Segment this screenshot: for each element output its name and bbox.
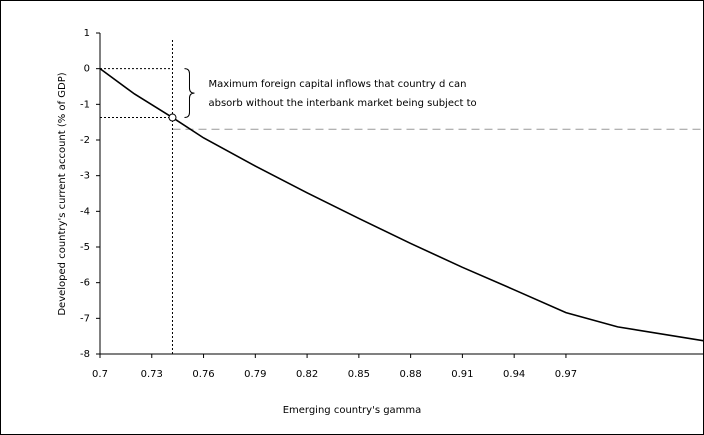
x-tick-label: 0.73 xyxy=(141,369,163,380)
y-tick-label: -8 xyxy=(80,349,90,360)
annotation: Maximum foreign capital inflows that cou… xyxy=(208,79,466,90)
x-tick-label: 0.76 xyxy=(192,369,214,380)
y-axis-label: Developed country's current account (% o… xyxy=(57,72,68,315)
line xyxy=(99,68,704,342)
x-tick-label: 0.79 xyxy=(244,369,266,380)
x-tick-label: 0.91 xyxy=(451,369,473,380)
y-tick-label: 1 xyxy=(84,28,90,39)
x-tick-label: 0.85 xyxy=(348,369,370,380)
x-tick-label: 0.97 xyxy=(555,369,577,380)
x-tick-label: 0.88 xyxy=(399,369,421,380)
y-tick-label: 0 xyxy=(84,64,90,75)
annotation: absorb without the interbank market bein… xyxy=(208,98,476,109)
y-tick-label: -3 xyxy=(80,171,90,182)
y-tick-label: -2 xyxy=(80,135,90,146)
x-tick-label: 0.94 xyxy=(503,369,525,380)
y-tick-label: -5 xyxy=(80,242,90,253)
y-tick-label: -6 xyxy=(80,278,90,289)
y-tick-label: -4 xyxy=(80,206,90,217)
marker xyxy=(168,113,177,122)
x-tick-label: 0.7 xyxy=(92,369,108,380)
y-tick-label: -7 xyxy=(80,313,90,324)
brace xyxy=(184,68,195,119)
y-tick-label: -1 xyxy=(80,99,90,110)
x-axis-label: Emerging country's gamma xyxy=(283,405,422,416)
x-tick-label: 0.82 xyxy=(296,369,318,380)
